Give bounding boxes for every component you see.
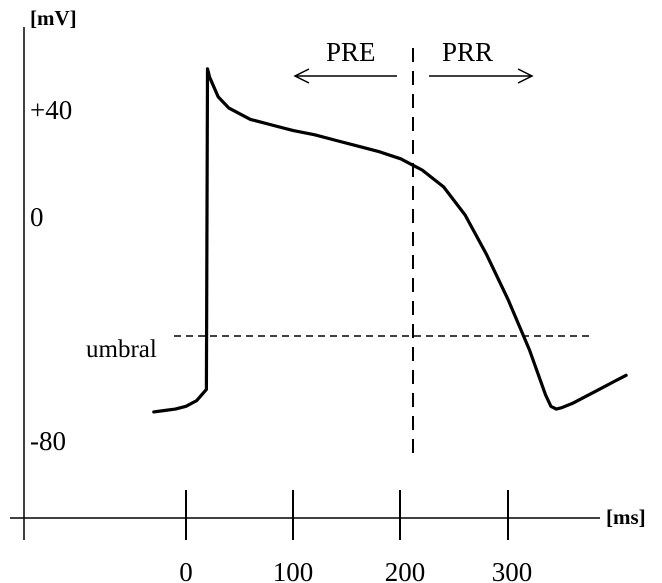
prr-arrow bbox=[429, 68, 534, 84]
prr-label: PRR bbox=[442, 37, 493, 67]
pre-label: PRE bbox=[326, 37, 376, 67]
threshold-label: umbral bbox=[86, 336, 157, 363]
x-axis-unit-label: [ms] bbox=[606, 505, 646, 529]
action-potential-curve bbox=[152, 67, 628, 414]
pre-arrow bbox=[293, 68, 397, 84]
x-tick-label-100: 100 bbox=[273, 557, 314, 583]
y-tick-label-minus80: -80 bbox=[30, 426, 66, 456]
y-axis-unit-label: [mV] bbox=[30, 6, 77, 30]
x-tick-label-0: 0 bbox=[179, 557, 193, 583]
x-tick-label-300: 300 bbox=[492, 557, 533, 583]
y-tick-label-plus40: +40 bbox=[30, 95, 72, 125]
y-tick-label-0: 0 bbox=[30, 202, 44, 232]
x-tick-label-200: 200 bbox=[385, 557, 426, 583]
